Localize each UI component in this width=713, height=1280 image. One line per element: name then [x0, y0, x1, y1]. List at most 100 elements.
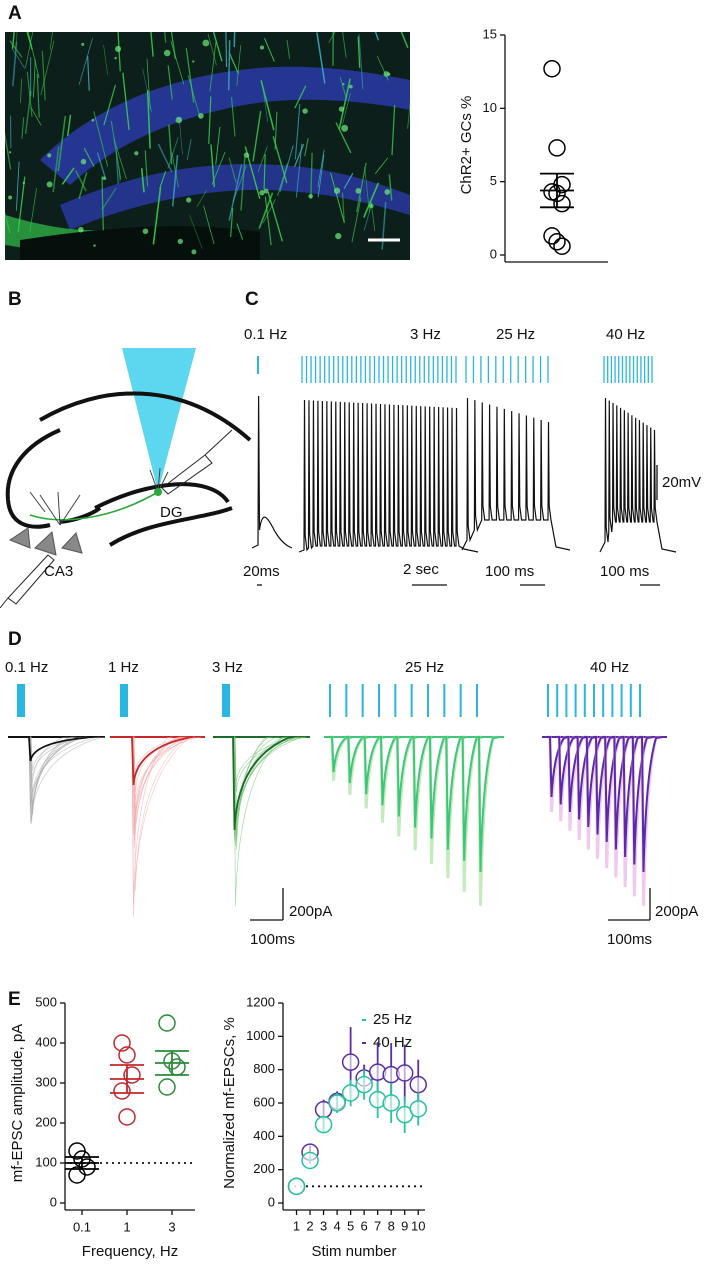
neurite: [110, 120, 122, 180]
x-axis-label: Frequency, Hz: [82, 1243, 178, 1260]
neurite: [233, 32, 236, 48]
neurite: [295, 143, 303, 198]
error-bar: [110, 1064, 144, 1094]
neurite: [40, 40, 55, 96]
y-tick-label: 200: [35, 1114, 57, 1129]
cell-body: [175, 116, 183, 124]
y-tick-label: 200: [253, 1161, 275, 1176]
neurite: [230, 207, 234, 238]
dendrites: [29, 467, 169, 526]
current-trace: [361, 736, 385, 795]
neurite: [36, 73, 40, 118]
neurite: [356, 162, 367, 213]
data-point: [68, 1166, 86, 1184]
current-trace: [28, 736, 87, 812]
neurite: [342, 32, 347, 58]
scale-label: 100 ms: [600, 563, 649, 580]
neurite: [263, 154, 266, 190]
neurite: [374, 157, 389, 175]
current-trace: [26, 736, 91, 762]
cell-body: [8, 151, 12, 154]
electrode: [161, 429, 233, 495]
cell-body: [342, 83, 345, 86]
granule-layer: [40, 66, 410, 185]
cell-body: [259, 189, 265, 196]
frequency-label: 3 Hz: [410, 326, 441, 343]
current-trace: [443, 736, 467, 850]
outline: [94, 482, 230, 510]
y-axis-label: Normalized mf-EPSCs, %: [221, 1017, 238, 1189]
data-point: [123, 1066, 141, 1084]
x-tick-label: 1: [123, 1219, 130, 1234]
frequency-label: 25 Hz: [405, 659, 444, 676]
cell-body: [338, 106, 345, 112]
cell-body: [163, 49, 171, 57]
cell-body: [93, 244, 96, 247]
neurite: [374, 32, 379, 41]
neurite: [351, 197, 362, 243]
diagram-label: DG: [160, 504, 183, 521]
electrode: [0, 554, 55, 609]
x-tick-label: 8: [388, 1218, 395, 1233]
current-trace: [602, 736, 626, 843]
neurite: [27, 32, 40, 79]
neurite: [19, 78, 23, 103]
cell-body: [341, 124, 349, 132]
y-tick-label: 100: [35, 1154, 57, 1169]
current-trace: [345, 736, 369, 784]
neurite: [279, 145, 294, 192]
neurite: [103, 45, 108, 75]
current-trace: [593, 736, 617, 835]
neurite: [164, 32, 167, 43]
data-point: [341, 1053, 360, 1071]
scale-label: 100ms: [250, 931, 295, 948]
neurite: [236, 223, 244, 240]
current-trace: [611, 736, 635, 850]
neurite: [26, 32, 33, 50]
panel-label: B: [8, 289, 22, 310]
panel-label: D: [8, 629, 22, 650]
voltage-trace: [251, 395, 293, 549]
panel-label: E: [8, 989, 21, 1010]
current-trace: [565, 736, 589, 813]
neurite: [335, 122, 352, 154]
neurite: [93, 111, 109, 167]
cell-body: [333, 187, 341, 194]
neurite: [304, 138, 309, 157]
neurite: [196, 189, 207, 208]
current-trace: [394, 736, 418, 817]
y-tick-label: 0: [490, 246, 497, 261]
neurite: [150, 32, 154, 57]
cell-body: [114, 45, 122, 52]
neurite: [342, 92, 351, 125]
data-point: [301, 1151, 319, 1170]
x-axis-label: Stim number: [311, 1243, 396, 1260]
neurite: [370, 200, 376, 231]
neurite: [30, 106, 42, 126]
neurite: [152, 187, 162, 245]
scale-bars: [250, 888, 651, 921]
current-trace: [27, 736, 77, 825]
chart: 0 100 200 300 400 500 mf-EPSC amplitude, pA Fre…: [9, 994, 195, 1260]
error-bar: [65, 1156, 99, 1170]
current-trace: [27, 736, 68, 790]
current-trace: [231, 736, 303, 787]
neurite: [17, 176, 26, 232]
neurite: [209, 41, 217, 92]
neurite: [228, 164, 243, 221]
neurite: [78, 37, 93, 85]
current-trace: [583, 736, 607, 828]
neurite: [264, 37, 275, 62]
neurite: [78, 172, 88, 199]
cell-body: [91, 118, 95, 122]
neurite: [240, 157, 246, 211]
x-tick-label: 7: [374, 1218, 381, 1233]
data-point: [553, 194, 571, 213]
data-point: [314, 1115, 333, 1134]
current-trace: [28, 736, 75, 815]
outline: [6, 499, 51, 529]
current-trace: [476, 736, 500, 873]
x-tick-label: 0.1: [73, 1219, 91, 1234]
neurite: [341, 192, 345, 223]
neurite: [11, 48, 26, 69]
